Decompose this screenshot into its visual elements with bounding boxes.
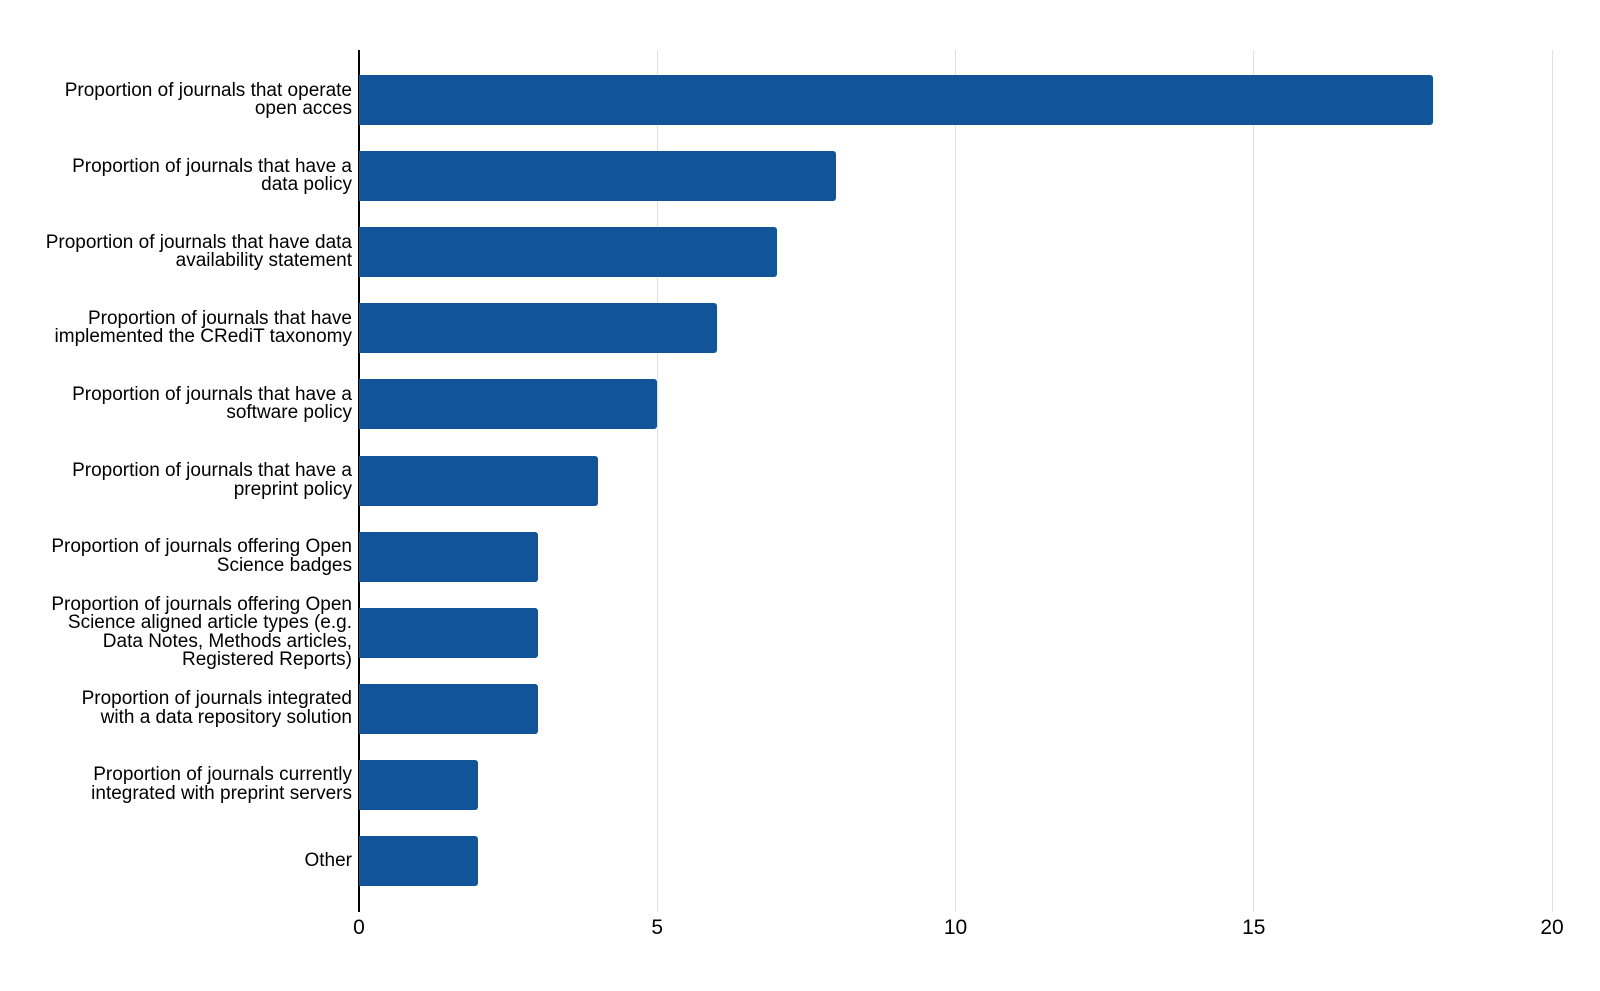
bar-row: Proportion of journals that have data av…	[0, 214, 1552, 290]
x-axis: 0 5 10 15 20	[353, 916, 1564, 942]
bar-track	[359, 683, 1552, 734]
x-tick-label: 15	[1242, 916, 1266, 939]
bar	[359, 151, 837, 202]
bar-row: Proportion of journals that operate open…	[0, 62, 1552, 138]
bar	[359, 683, 538, 734]
category-label: Proportion of journals offering Open Sci…	[51, 593, 352, 671]
category-label: Proportion of journals currently integra…	[91, 764, 352, 804]
bar-row: Proportion of journals offering Open Sci…	[0, 595, 1552, 671]
bar	[359, 75, 1433, 126]
gridline	[1253, 50, 1255, 912]
category-label: Other	[304, 849, 352, 871]
gridline	[656, 50, 658, 912]
bar-track	[359, 455, 1552, 506]
bar-row: Proportion of journals integrated with a…	[0, 671, 1552, 747]
bar-track	[359, 835, 1552, 886]
category-label: Proportion of journals integrated with a…	[81, 688, 352, 728]
bar-track	[359, 607, 1552, 658]
category-label: Proportion of journals that have a prepr…	[72, 460, 352, 500]
bar-row: Proportion of journals that have a data …	[0, 138, 1552, 214]
bar-row: Proportion of journals that have impleme…	[0, 290, 1552, 366]
bar-row: Other	[0, 823, 1552, 899]
bar-track	[359, 75, 1552, 126]
bar-track	[359, 303, 1552, 354]
bar-row: Proportion of journals offering Open Sci…	[0, 519, 1552, 595]
bar-rows: Proportion of journals that operate open…	[0, 62, 1552, 899]
category-label: Proportion of journals that operate open…	[64, 79, 352, 120]
category-label: Proportion of journals that have data av…	[45, 231, 352, 272]
bar-track	[359, 227, 1552, 278]
category-label: Proportion of journals that have a softw…	[72, 383, 352, 424]
bar-row: Proportion of journals that have a softw…	[0, 366, 1552, 442]
bar	[359, 759, 479, 810]
gridline	[1551, 50, 1553, 912]
x-tick-label: 0	[353, 916, 365, 939]
bar-track	[359, 759, 1552, 810]
x-tick-label: 20	[1540, 916, 1564, 939]
category-label: Proportion of journals that have a data …	[72, 155, 352, 196]
bar	[359, 227, 777, 278]
bar	[359, 379, 658, 430]
gridline	[955, 50, 956, 912]
bar-track	[359, 151, 1552, 202]
bar	[359, 531, 538, 582]
bar-track	[359, 531, 1552, 582]
bar	[359, 455, 598, 506]
category-label: Proportion of journals offering Open Sci…	[51, 536, 352, 576]
bar-track	[359, 379, 1552, 430]
bar	[359, 835, 479, 886]
bar	[359, 303, 717, 354]
bar-row: Proportion of journals currently integra…	[0, 747, 1552, 823]
bar	[359, 607, 538, 658]
bar-row: Proportion of journals that have a prepr…	[0, 442, 1552, 518]
x-tick-label: 10	[943, 916, 968, 939]
x-tick-label: 5	[651, 916, 664, 939]
category-label: Proportion of journals that have impleme…	[54, 307, 352, 348]
